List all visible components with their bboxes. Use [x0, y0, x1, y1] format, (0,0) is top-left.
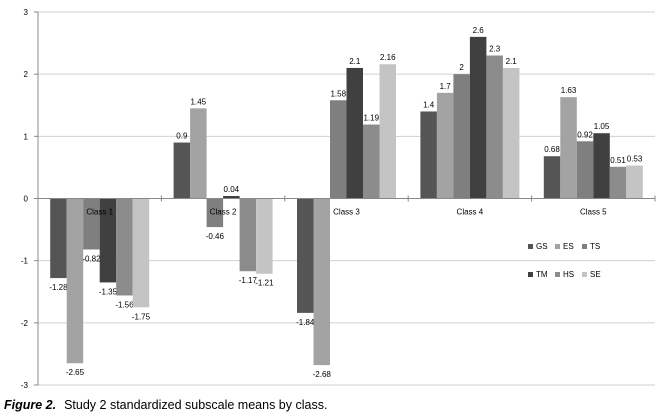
bar-se	[626, 165, 643, 199]
data-label: -1.75	[132, 312, 151, 321]
data-label: 0.04	[224, 185, 240, 194]
y-tick-label: -2	[21, 319, 29, 328]
data-label: 2.1	[506, 57, 518, 66]
bar-se	[379, 64, 396, 199]
bar-gs	[543, 156, 561, 199]
data-label: 1.4	[423, 100, 435, 109]
data-label: -2.65	[66, 368, 85, 377]
legend-label-hs: HS	[563, 270, 574, 279]
legend-label-ts: TS	[590, 242, 600, 251]
data-label: 0.51	[610, 156, 626, 165]
bar-tm	[223, 196, 240, 199]
category-label: Class 4	[457, 208, 484, 217]
data-label: 2.6	[473, 26, 485, 35]
bar-es	[436, 92, 454, 199]
category-label: Class 3	[333, 208, 360, 217]
data-label: 1.45	[191, 97, 207, 106]
data-label: 2.1	[349, 57, 361, 66]
data-label: 2	[459, 63, 464, 72]
bar-se	[132, 198, 150, 308]
data-label: -1.28	[49, 283, 68, 292]
legend-label-se: SE	[590, 270, 601, 279]
bar-ts	[206, 198, 224, 228]
bar-es	[66, 198, 84, 364]
bar-hs	[486, 55, 503, 199]
bar-ts	[330, 100, 347, 199]
figure-caption: Figure 2. Study 2 standardized subscale m…	[4, 398, 327, 412]
legend-swatch-gs	[528, 244, 533, 249]
bar-es	[560, 97, 577, 199]
data-label: -0.46	[206, 232, 225, 241]
data-label: 1.19	[363, 114, 379, 123]
bar-es	[313, 198, 330, 366]
y-tick-label: -1	[21, 257, 29, 266]
category-label: Class 2	[210, 208, 237, 217]
bar-gs	[173, 142, 191, 199]
data-label: 0.92	[577, 130, 593, 139]
data-label: -1.17	[239, 276, 258, 285]
bar-es	[190, 108, 207, 199]
bar-se	[256, 198, 273, 274]
y-tick-label: 3	[24, 8, 29, 17]
data-label: 0.68	[544, 145, 560, 154]
bar-hs	[116, 198, 133, 296]
bar-ts	[576, 141, 594, 199]
caption-text: Study 2 standardized subscale means by c…	[64, 398, 328, 412]
data-label: -2.68	[313, 370, 332, 379]
y-tick-label: 2	[24, 70, 29, 79]
bar-ts	[453, 74, 470, 199]
data-label: 1.58	[330, 89, 346, 98]
data-label: 0.9	[176, 132, 188, 141]
bar-chart: -3 -2 -1 0 1 2 3 -1.28 -2.65 -0.82 -1.35 -1.56 -1.75…	[21, 8, 656, 390]
bar-tm	[346, 67, 363, 199]
bar-hs	[609, 166, 627, 199]
data-label: 0.53	[627, 155, 643, 164]
category-label: Class 1	[86, 208, 113, 217]
bar-tm	[469, 36, 487, 199]
legend-swatch-es	[555, 244, 560, 249]
bar-ts	[83, 198, 100, 250]
legend-swatch-tm	[528, 272, 533, 277]
bar-hs	[239, 198, 257, 272]
data-label: -1.56	[115, 300, 134, 309]
bar-se	[502, 67, 520, 199]
y-tick-label: -3	[21, 381, 29, 390]
legend-label-tm: TM	[536, 270, 548, 279]
y-tick-label: 0	[24, 195, 29, 204]
y-tick-label: 1	[24, 132, 29, 141]
data-label: 2.16	[380, 53, 396, 62]
legend-swatch-se	[582, 272, 587, 277]
bar-tm	[593, 133, 610, 199]
category-label: Class 5	[580, 208, 607, 217]
legend-label-es: ES	[563, 242, 574, 251]
bar-hs	[363, 124, 380, 199]
data-label: -1.21	[255, 279, 274, 288]
legend-swatch-hs	[555, 272, 560, 277]
legend-swatch-ts	[582, 244, 587, 249]
data-label: 1.7	[440, 82, 452, 91]
data-label: 1.63	[561, 86, 577, 95]
bar-gs	[297, 198, 314, 313]
data-label: -1.84	[296, 318, 315, 327]
data-label: -1.35	[99, 287, 118, 296]
bar-tm	[99, 198, 117, 283]
data-label: 2.3	[489, 45, 501, 54]
data-label: 1.05	[594, 122, 610, 131]
legend-label-gs: GS	[536, 242, 548, 251]
data-label: -0.82	[82, 254, 101, 263]
bar-gs	[50, 198, 67, 279]
caption-label: Figure 2.	[4, 398, 57, 412]
bar-gs	[420, 111, 437, 199]
